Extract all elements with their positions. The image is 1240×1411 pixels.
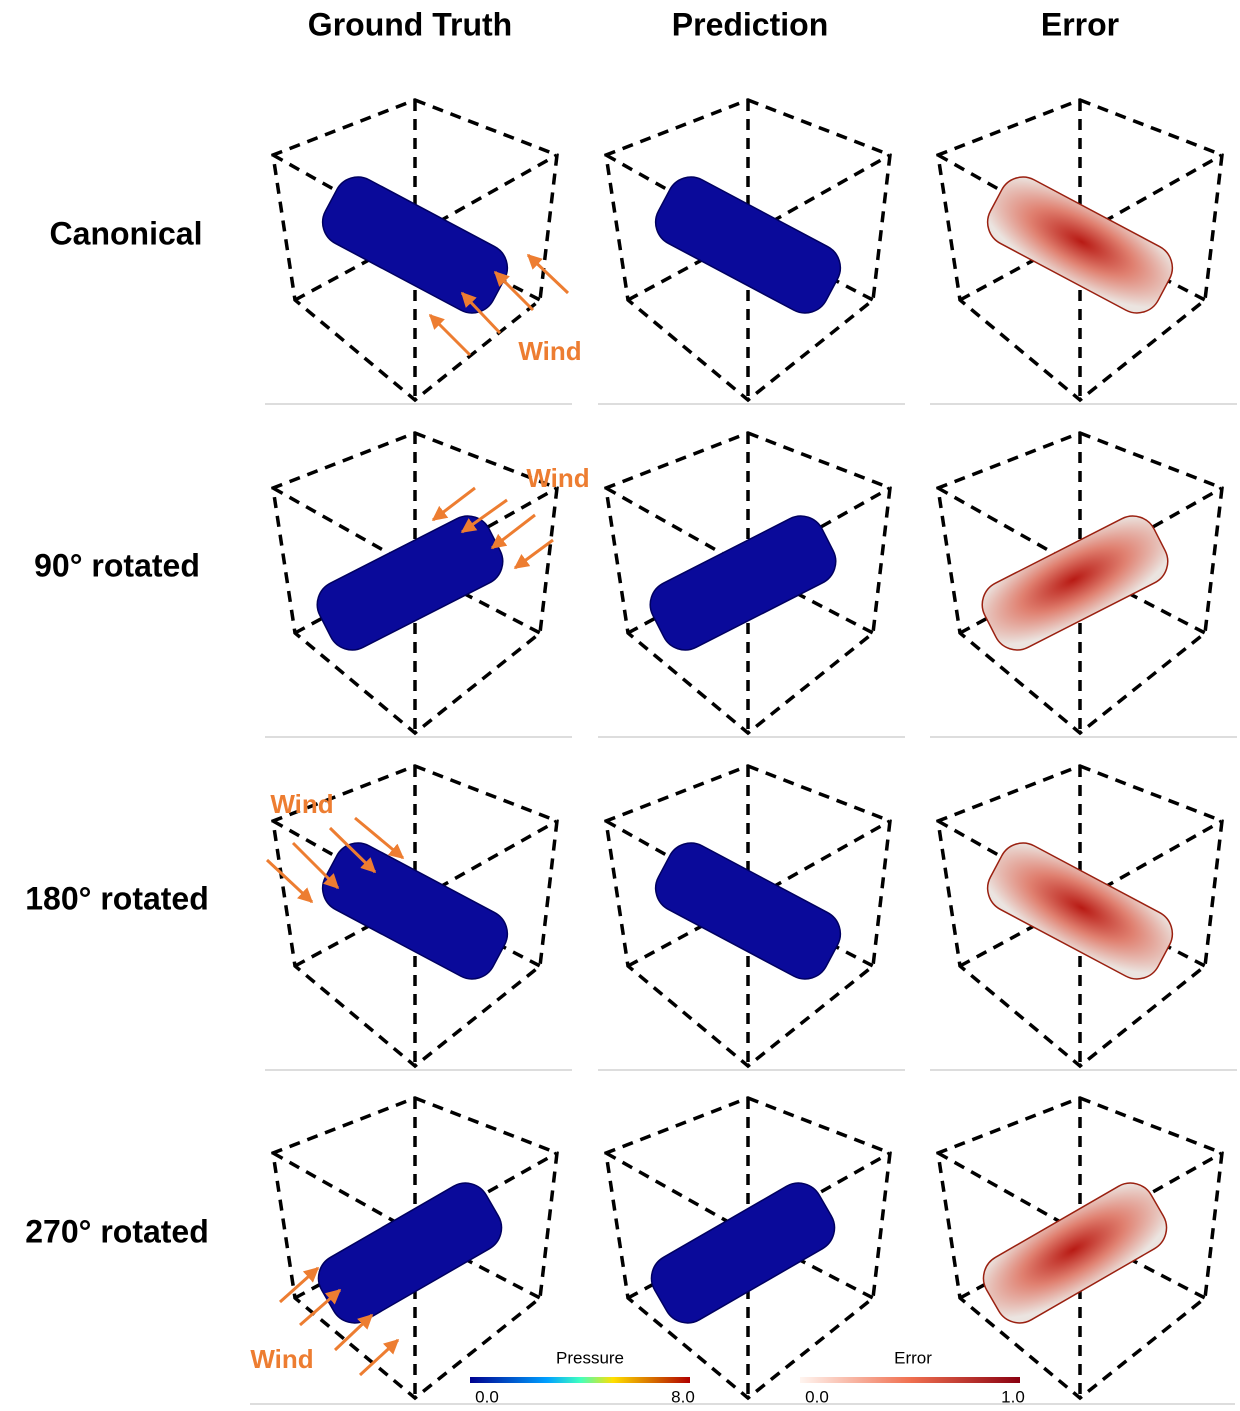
car bbox=[974, 508, 1176, 658]
wind-arrow bbox=[433, 488, 475, 520]
car bbox=[309, 508, 511, 658]
panels bbox=[250, 100, 1237, 1404]
colorbar-tick: 1.0 bbox=[1001, 1387, 1025, 1406]
colorbar-title: Error bbox=[894, 1348, 932, 1367]
car bbox=[975, 1174, 1176, 1331]
wind-arrow bbox=[528, 255, 568, 293]
wind-label: Wind bbox=[270, 789, 333, 819]
column-header: Error bbox=[1041, 6, 1119, 42]
car bbox=[310, 1174, 511, 1331]
row-label: 180° rotated bbox=[25, 880, 209, 916]
colorbar bbox=[470, 1377, 690, 1383]
wind-arrow bbox=[267, 860, 312, 902]
car bbox=[643, 1174, 844, 1331]
wind-label: Wind bbox=[250, 1344, 313, 1374]
column-header: Ground Truth bbox=[308, 6, 512, 42]
colorbar-tick: 0.0 bbox=[475, 1387, 499, 1406]
row-label: Canonical bbox=[50, 215, 203, 251]
colorbar-tick: 0.0 bbox=[805, 1387, 829, 1406]
row-label: 90° rotated bbox=[34, 547, 200, 583]
wind-arrow bbox=[492, 515, 535, 548]
wind-arrow bbox=[430, 315, 470, 355]
wind-arrow bbox=[495, 272, 533, 310]
column-header: Prediction bbox=[672, 6, 828, 42]
car bbox=[642, 508, 844, 658]
colorbar bbox=[800, 1377, 1020, 1383]
wind-label: Wind bbox=[518, 336, 581, 366]
figure: Ground Truth Prediction Error Canonical … bbox=[0, 0, 1240, 1406]
row-label: 270° rotated bbox=[25, 1213, 209, 1249]
colorbar-tick: 8.0 bbox=[671, 1387, 695, 1406]
wind-label: Wind bbox=[526, 463, 589, 493]
colorbar-title: Pressure bbox=[556, 1348, 624, 1367]
